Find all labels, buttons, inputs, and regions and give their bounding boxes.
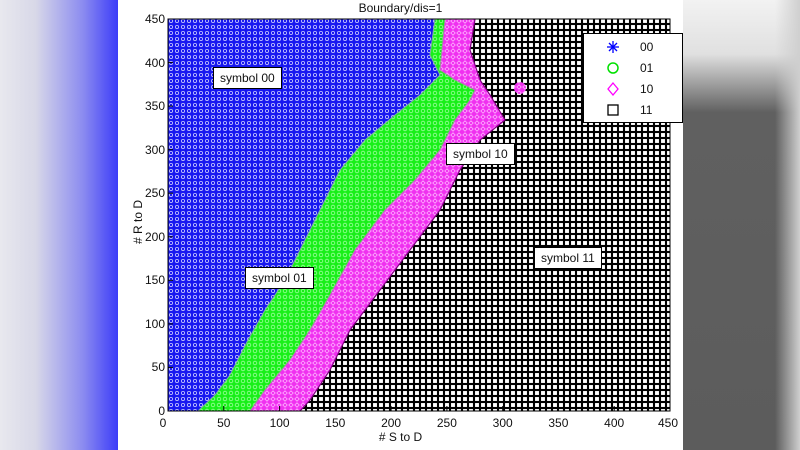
x-tick: 250 — [436, 416, 457, 430]
x-axis — [167, 406, 671, 411]
legend-item-10: 10 — [584, 80, 682, 98]
y-tick: 150 — [144, 273, 165, 288]
x-tick: 100 — [269, 416, 290, 430]
y-tick: 450 — [144, 12, 165, 26]
legend-item-00: 00 — [584, 38, 682, 56]
y-tick: 100 — [144, 316, 165, 331]
y-tick: 250 — [144, 186, 165, 201]
y-tick: 350 — [144, 99, 165, 114]
square-icon — [607, 104, 619, 116]
legend-item-11: 11 — [584, 101, 682, 119]
y-tick: 50 — [151, 360, 165, 375]
y-tick: 300 — [144, 142, 165, 157]
legend-label: 10 — [640, 82, 654, 96]
annotation-symbol-10: symbol 10 — [446, 143, 515, 165]
blurred-backdrop-right — [683, 0, 800, 450]
x-tick: 450 — [657, 416, 679, 430]
diamond-icon — [607, 82, 619, 96]
x-tick: 300 — [492, 416, 513, 430]
x-axis-label: # S to D — [378, 430, 423, 444]
legend: 00 01 10 11 — [583, 33, 683, 123]
blurred-backdrop-left — [0, 0, 118, 450]
legend-label: 00 — [640, 40, 654, 54]
legend-label: 01 — [640, 61, 654, 75]
x-tick: 150 — [325, 416, 346, 430]
legend-item-01: 01 — [584, 59, 682, 77]
region-symbol-00 — [168, 19, 440, 411]
x-tick: 0 — [159, 416, 167, 430]
annotation-symbol-11: symbol 11 — [534, 247, 602, 269]
x-tick: 200 — [381, 416, 402, 430]
axes-box — [167, 18, 671, 412]
x-tick: 350 — [548, 416, 569, 430]
region-symbol-10-island — [514, 82, 526, 94]
plot-area — [167, 18, 671, 412]
figure-panel: Boundary/dis=1 — [118, 0, 683, 450]
legend-label: 11 — [640, 103, 653, 117]
y-tick: 0 — [158, 404, 165, 418]
y-axis — [168, 18, 173, 412]
annotation-symbol-00: symbol 00 — [213, 67, 282, 89]
x-tick: 50 — [217, 416, 231, 430]
circle-icon — [607, 62, 619, 74]
x-tick: 400 — [604, 416, 625, 430]
annotation-symbol-01: symbol 01 — [245, 267, 314, 289]
asterisk-icon — [607, 41, 619, 53]
y-axis-label: # R to D — [131, 200, 145, 245]
chart-title: Boundary/dis=1 — [358, 1, 443, 15]
y-tick: 200 — [144, 229, 165, 244]
y-tick: 400 — [144, 55, 165, 70]
